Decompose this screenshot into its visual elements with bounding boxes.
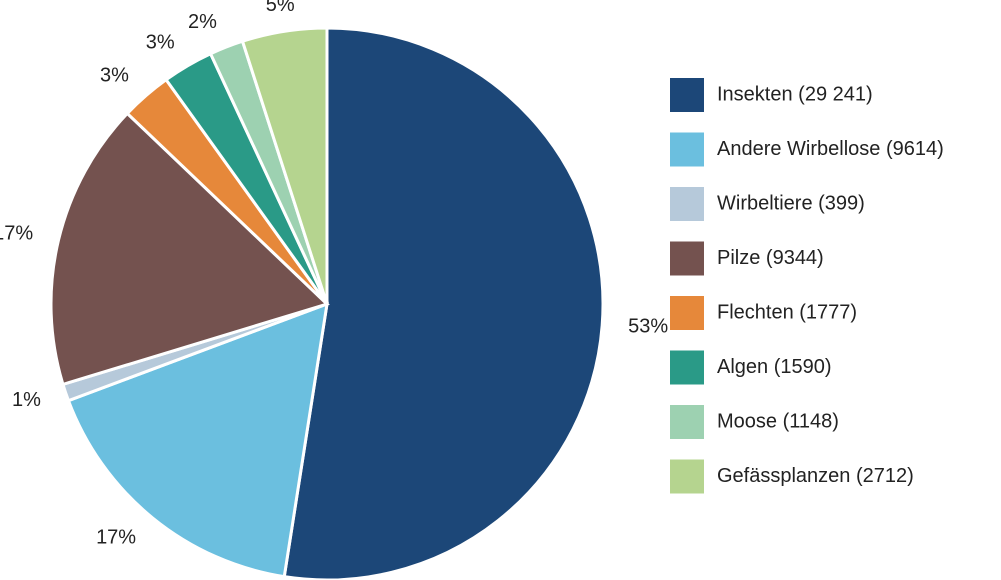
- value-label: 17%: [96, 526, 136, 548]
- legend-label: Moose (1148): [717, 410, 839, 432]
- legend-label: Insekten (29 241): [717, 83, 873, 105]
- legend-swatch: [670, 132, 704, 167]
- legend-swatch: [670, 296, 704, 330]
- legend-label: Flechten (1777): [717, 301, 857, 323]
- legend-swatch: [670, 187, 704, 221]
- legend-swatch: [670, 459, 704, 494]
- legend-label: Gefässplanzen (2712): [717, 465, 914, 487]
- pie-slice: [282, 26, 605, 580]
- value-label: 53%: [628, 316, 668, 338]
- legend-label: Pilze (9344): [717, 247, 824, 269]
- pie-slice: [66, 301, 329, 579]
- value-label: 2%: [188, 11, 217, 33]
- value-label: 1%: [12, 389, 41, 411]
- value-label: 5%: [266, 0, 295, 16]
- value-label: 3%: [146, 32, 175, 54]
- legend-swatch: [670, 241, 704, 276]
- legend-swatch: [670, 78, 704, 112]
- legend-swatch: [670, 350, 704, 385]
- legend-label: Andere Wirbellose (9614): [717, 138, 944, 160]
- value-label: 17%: [0, 222, 33, 244]
- legend-label: Algen (1590): [717, 356, 832, 378]
- pie-slice: [240, 26, 329, 305]
- legend-swatch: [670, 405, 704, 439]
- legend-label: Wirbeltiere (399): [717, 192, 865, 214]
- pie-slice: [49, 111, 330, 387]
- value-label: 3%: [100, 64, 129, 86]
